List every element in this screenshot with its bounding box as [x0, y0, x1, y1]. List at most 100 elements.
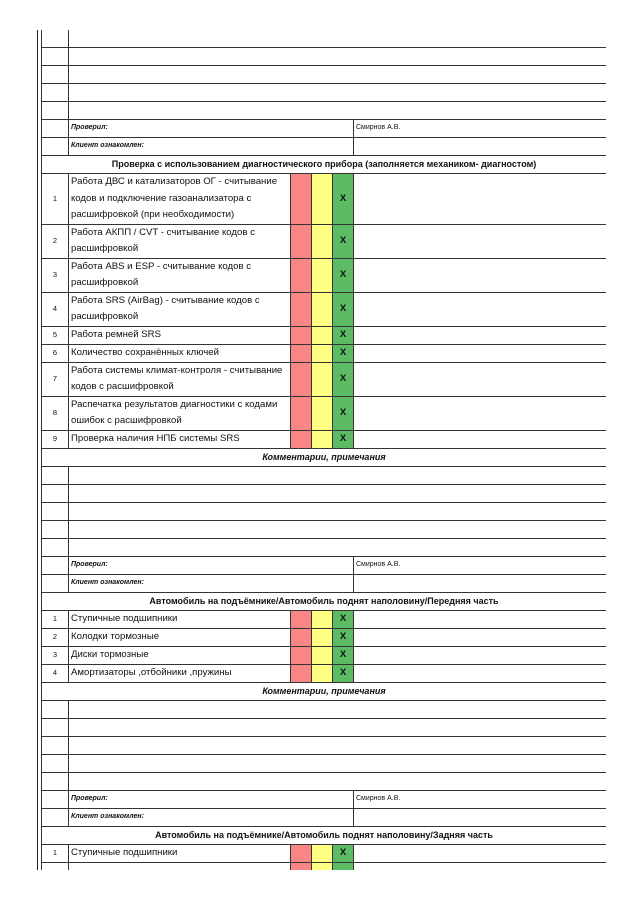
item-comment-cell[interactable]	[353, 291, 606, 327]
status-red-cell[interactable]	[290, 223, 312, 259]
status-red-cell[interactable]	[290, 395, 312, 431]
blank-row	[41, 771, 606, 791]
row-number-cell	[41, 119, 69, 138]
status-yellow-cell[interactable]	[311, 173, 333, 225]
check-item-row: 7 Работа системы климат-контроля - считыв…	[41, 361, 606, 397]
status-green-cell[interactable]: X	[332, 343, 354, 363]
item-comment-cell[interactable]	[353, 645, 606, 665]
blank-cell[interactable]	[68, 483, 606, 503]
item-comment-cell[interactable]	[353, 861, 606, 870]
item-comment-cell[interactable]	[353, 223, 606, 259]
status-red-cell[interactable]	[290, 343, 312, 363]
status-yellow-cell[interactable]	[311, 609, 333, 629]
blank-cell[interactable]	[68, 465, 606, 485]
blank-cell[interactable]	[68, 771, 606, 791]
status-red-cell[interactable]	[290, 173, 312, 225]
row-number-cell	[41, 519, 69, 539]
status-red-cell[interactable]	[290, 291, 312, 327]
status-green-cell[interactable]: X	[332, 257, 354, 293]
item-comment-cell[interactable]	[353, 609, 606, 629]
status-red-cell[interactable]	[290, 861, 312, 870]
blank-row	[41, 699, 606, 719]
status-green-cell[interactable]: X	[332, 663, 354, 683]
status-green-cell[interactable]: X	[332, 609, 354, 629]
status-red-cell[interactable]	[290, 645, 312, 665]
status-yellow-cell[interactable]	[311, 291, 333, 327]
status-red-cell[interactable]	[290, 257, 312, 293]
status-green-cell[interactable]: X	[332, 627, 354, 647]
status-green-cell[interactable]: X	[332, 173, 354, 225]
blank-cell[interactable]	[68, 699, 606, 719]
checked-by-value[interactable]: Смирнов А.В.	[353, 789, 606, 809]
item-number: 3	[41, 257, 69, 293]
item-number: 1	[41, 173, 69, 225]
item-comment-cell[interactable]	[353, 361, 606, 397]
checked-by-value[interactable]: Смирнов А.В.	[353, 555, 606, 575]
item-number: 1	[41, 843, 69, 863]
status-green-cell[interactable]: X	[332, 843, 354, 863]
blank-cell[interactable]	[68, 65, 606, 84]
status-yellow-cell[interactable]	[311, 395, 333, 431]
status-green-cell[interactable]: X	[332, 223, 354, 259]
item-number: 5	[41, 325, 69, 345]
blank-cell[interactable]	[68, 501, 606, 521]
status-red-cell[interactable]	[290, 843, 312, 863]
client-acknowledged-row: Клиент ознакомлен:	[41, 807, 606, 827]
item-comment-cell[interactable]	[353, 627, 606, 647]
status-red-cell[interactable]	[290, 663, 312, 683]
blank-cell[interactable]	[68, 83, 606, 102]
status-yellow-cell[interactable]	[311, 257, 333, 293]
blank-cell[interactable]	[68, 30, 606, 48]
status-yellow-cell[interactable]	[311, 843, 333, 863]
client-signature-cell[interactable]	[353, 137, 606, 156]
status-red-cell[interactable]	[290, 609, 312, 629]
row-number-cell	[41, 465, 69, 485]
blank-cell[interactable]	[68, 537, 606, 557]
blank-cell[interactable]	[68, 753, 606, 773]
row-number-cell	[41, 501, 69, 521]
status-yellow-cell[interactable]	[311, 325, 333, 345]
blank-cell[interactable]	[68, 47, 606, 66]
status-yellow-cell[interactable]	[311, 429, 333, 449]
check-item-row: 1 Ступичные подшипники X	[41, 609, 606, 629]
item-comment-cell[interactable]	[353, 257, 606, 293]
blank-cell[interactable]	[68, 519, 606, 539]
row-number-cell	[41, 699, 69, 719]
client-signature-cell[interactable]	[353, 807, 606, 827]
status-yellow-cell[interactable]	[311, 645, 333, 665]
status-red-cell[interactable]	[290, 325, 312, 345]
item-comment-cell[interactable]	[353, 343, 606, 363]
status-green-cell[interactable]: X	[332, 325, 354, 345]
status-red-cell[interactable]	[290, 361, 312, 397]
item-description: Ступичные подшипники	[68, 609, 291, 629]
status-yellow-cell[interactable]	[311, 627, 333, 647]
status-red-cell[interactable]	[290, 429, 312, 449]
client-signature-cell[interactable]	[353, 573, 606, 593]
blank-cell[interactable]	[68, 717, 606, 737]
checked-by-value[interactable]: Смирнов А.В.	[353, 119, 606, 138]
status-yellow-cell[interactable]	[311, 663, 333, 683]
status-green-cell[interactable]: X	[332, 361, 354, 397]
item-comment-cell[interactable]	[353, 173, 606, 225]
item-description: Работа АКПП / CVT - считывание кодов с р…	[68, 223, 291, 259]
item-comment-cell[interactable]	[353, 663, 606, 683]
blank-cell[interactable]	[68, 101, 606, 120]
status-yellow-cell[interactable]	[311, 223, 333, 259]
status-green-cell[interactable]: X	[332, 645, 354, 665]
status-green-cell[interactable]	[332, 861, 354, 870]
item-comment-cell[interactable]	[353, 429, 606, 449]
item-comment-cell[interactable]	[353, 325, 606, 345]
status-green-cell[interactable]: X	[332, 429, 354, 449]
blank-row	[41, 47, 606, 66]
status-yellow-cell[interactable]	[311, 343, 333, 363]
comments-header: Комментарии, примечания	[41, 447, 606, 467]
status-green-cell[interactable]: X	[332, 395, 354, 431]
status-yellow-cell[interactable]	[311, 361, 333, 397]
client-acknowledged-row: Клиент ознакомлен:	[41, 573, 606, 593]
status-red-cell[interactable]	[290, 627, 312, 647]
status-green-cell[interactable]: X	[332, 291, 354, 327]
item-comment-cell[interactable]	[353, 843, 606, 863]
status-yellow-cell[interactable]	[311, 861, 333, 870]
blank-cell[interactable]	[68, 735, 606, 755]
item-comment-cell[interactable]	[353, 395, 606, 431]
